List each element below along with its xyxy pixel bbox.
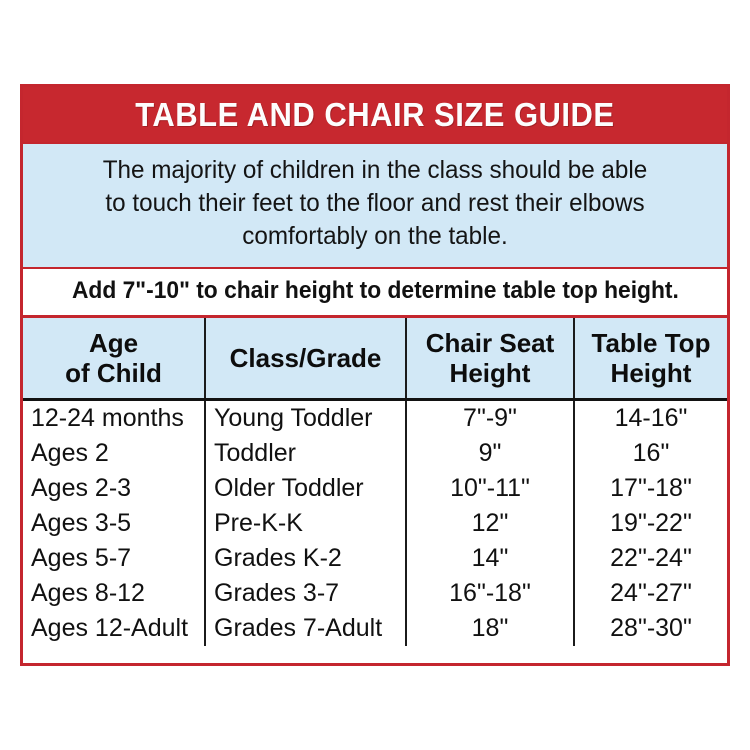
cell-table-height: 28"-30" <box>610 614 692 642</box>
cell-grade: Young Toddler <box>205 399 407 436</box>
cell-chair-height: 14" <box>406 541 575 576</box>
table-row: Ages 2-3 Older Toddler 10"-11" 17"-18" <box>23 471 727 506</box>
column-header-grade: Class/Grade <box>205 318 407 401</box>
table-row: Ages 2 Toddler 9" 16" <box>23 436 727 471</box>
cell-age: Ages 2-3 <box>23 471 206 506</box>
size-guide-table: Age of Child Class/Grade Chair Seat Heig… <box>23 318 727 646</box>
cell-chair-height: 12" <box>406 506 575 541</box>
cell-age: Ages 8-12 <box>23 576 206 611</box>
cell-table-height: 19"-22" <box>610 509 692 537</box>
table-header-row: Age of Child Class/Grade Chair Seat Heig… <box>23 318 727 401</box>
cell-chair-height: 7"-9" <box>406 399 575 436</box>
cell-grade: Grades 7-Adult <box>205 611 407 646</box>
size-guide-poster: TABLE AND CHAIR SIZE GUIDE The majority … <box>20 84 730 666</box>
cell-chair-height: 18" <box>406 611 575 646</box>
cell-age: 12-24 months <box>23 399 206 436</box>
column-header-chair-line2: Height <box>449 358 531 388</box>
intro-panel: The majority of children in the class sh… <box>23 144 727 269</box>
column-header-table-line1: Table Top <box>591 328 711 358</box>
column-header-grade-line1: Class/Grade <box>229 343 382 373</box>
cell-table-height: 22"-24" <box>610 544 692 572</box>
title-banner: TABLE AND CHAIR SIZE GUIDE <box>23 87 727 144</box>
cell-table-height: 24"-27" <box>610 579 692 607</box>
table-row: Ages 3-5 Pre-K-K 12" 19"-22" <box>23 506 727 541</box>
cell-age: Ages 5-7 <box>23 541 206 576</box>
table-row: Ages 8-12 Grades 3-7 16"-18" 24"-27" <box>23 576 727 611</box>
cell-age: Ages 2 <box>23 436 206 471</box>
cell-chair-height: 9" <box>406 436 575 471</box>
cell-grade: Grades 3-7 <box>205 576 407 611</box>
cell-chair-height: 10"-11" <box>406 471 575 506</box>
cell-grade: Older Toddler <box>205 471 407 506</box>
page-title: TABLE AND CHAIR SIZE GUIDE <box>135 95 615 133</box>
column-header-table-line2: Height <box>610 358 692 388</box>
cell-grade: Toddler <box>205 436 407 471</box>
intro-line-3: comfortably on the table. <box>242 222 508 250</box>
column-header-table-top-height: Table Top Height <box>574 318 727 401</box>
table-body: 12-24 months Young Toddler 7"-9" 14-16" … <box>23 399 727 646</box>
table-row: Ages 12-Adult Grades 7-Adult 18" 28"-30" <box>23 611 727 646</box>
column-header-chair-line1: Chair Seat <box>425 328 555 358</box>
intro-line-2: to touch their feet to the floor and res… <box>105 189 645 217</box>
cell-chair-height: 16"-18" <box>406 576 575 611</box>
cell-age: Ages 12-Adult <box>23 611 206 646</box>
cell-table-height: 17"-18" <box>610 474 692 502</box>
table-row: 12-24 months Young Toddler 7"-9" 14-16" <box>23 399 727 436</box>
cell-grade: Grades K-2 <box>205 541 407 576</box>
note-text: Add 7"-10" to chair height to determine … <box>71 277 679 304</box>
intro-line-1: The majority of children in the class sh… <box>102 156 648 184</box>
table-row: Ages 5-7 Grades K-2 14" 22"-24" <box>23 541 727 576</box>
cell-grade: Pre-K-K <box>205 506 407 541</box>
cell-table-height: 14-16" <box>614 404 688 432</box>
cell-table-height: 16" <box>632 439 670 467</box>
note-band: Add 7"-10" to chair height to determine … <box>23 269 727 318</box>
column-header-age-line2: of Child <box>65 358 162 388</box>
column-header-age-line1: Age <box>88 328 139 358</box>
column-header-age: Age of Child <box>23 318 206 401</box>
column-header-chair-seat-height: Chair Seat Height <box>406 318 575 401</box>
cell-age: Ages 3-5 <box>23 506 206 541</box>
